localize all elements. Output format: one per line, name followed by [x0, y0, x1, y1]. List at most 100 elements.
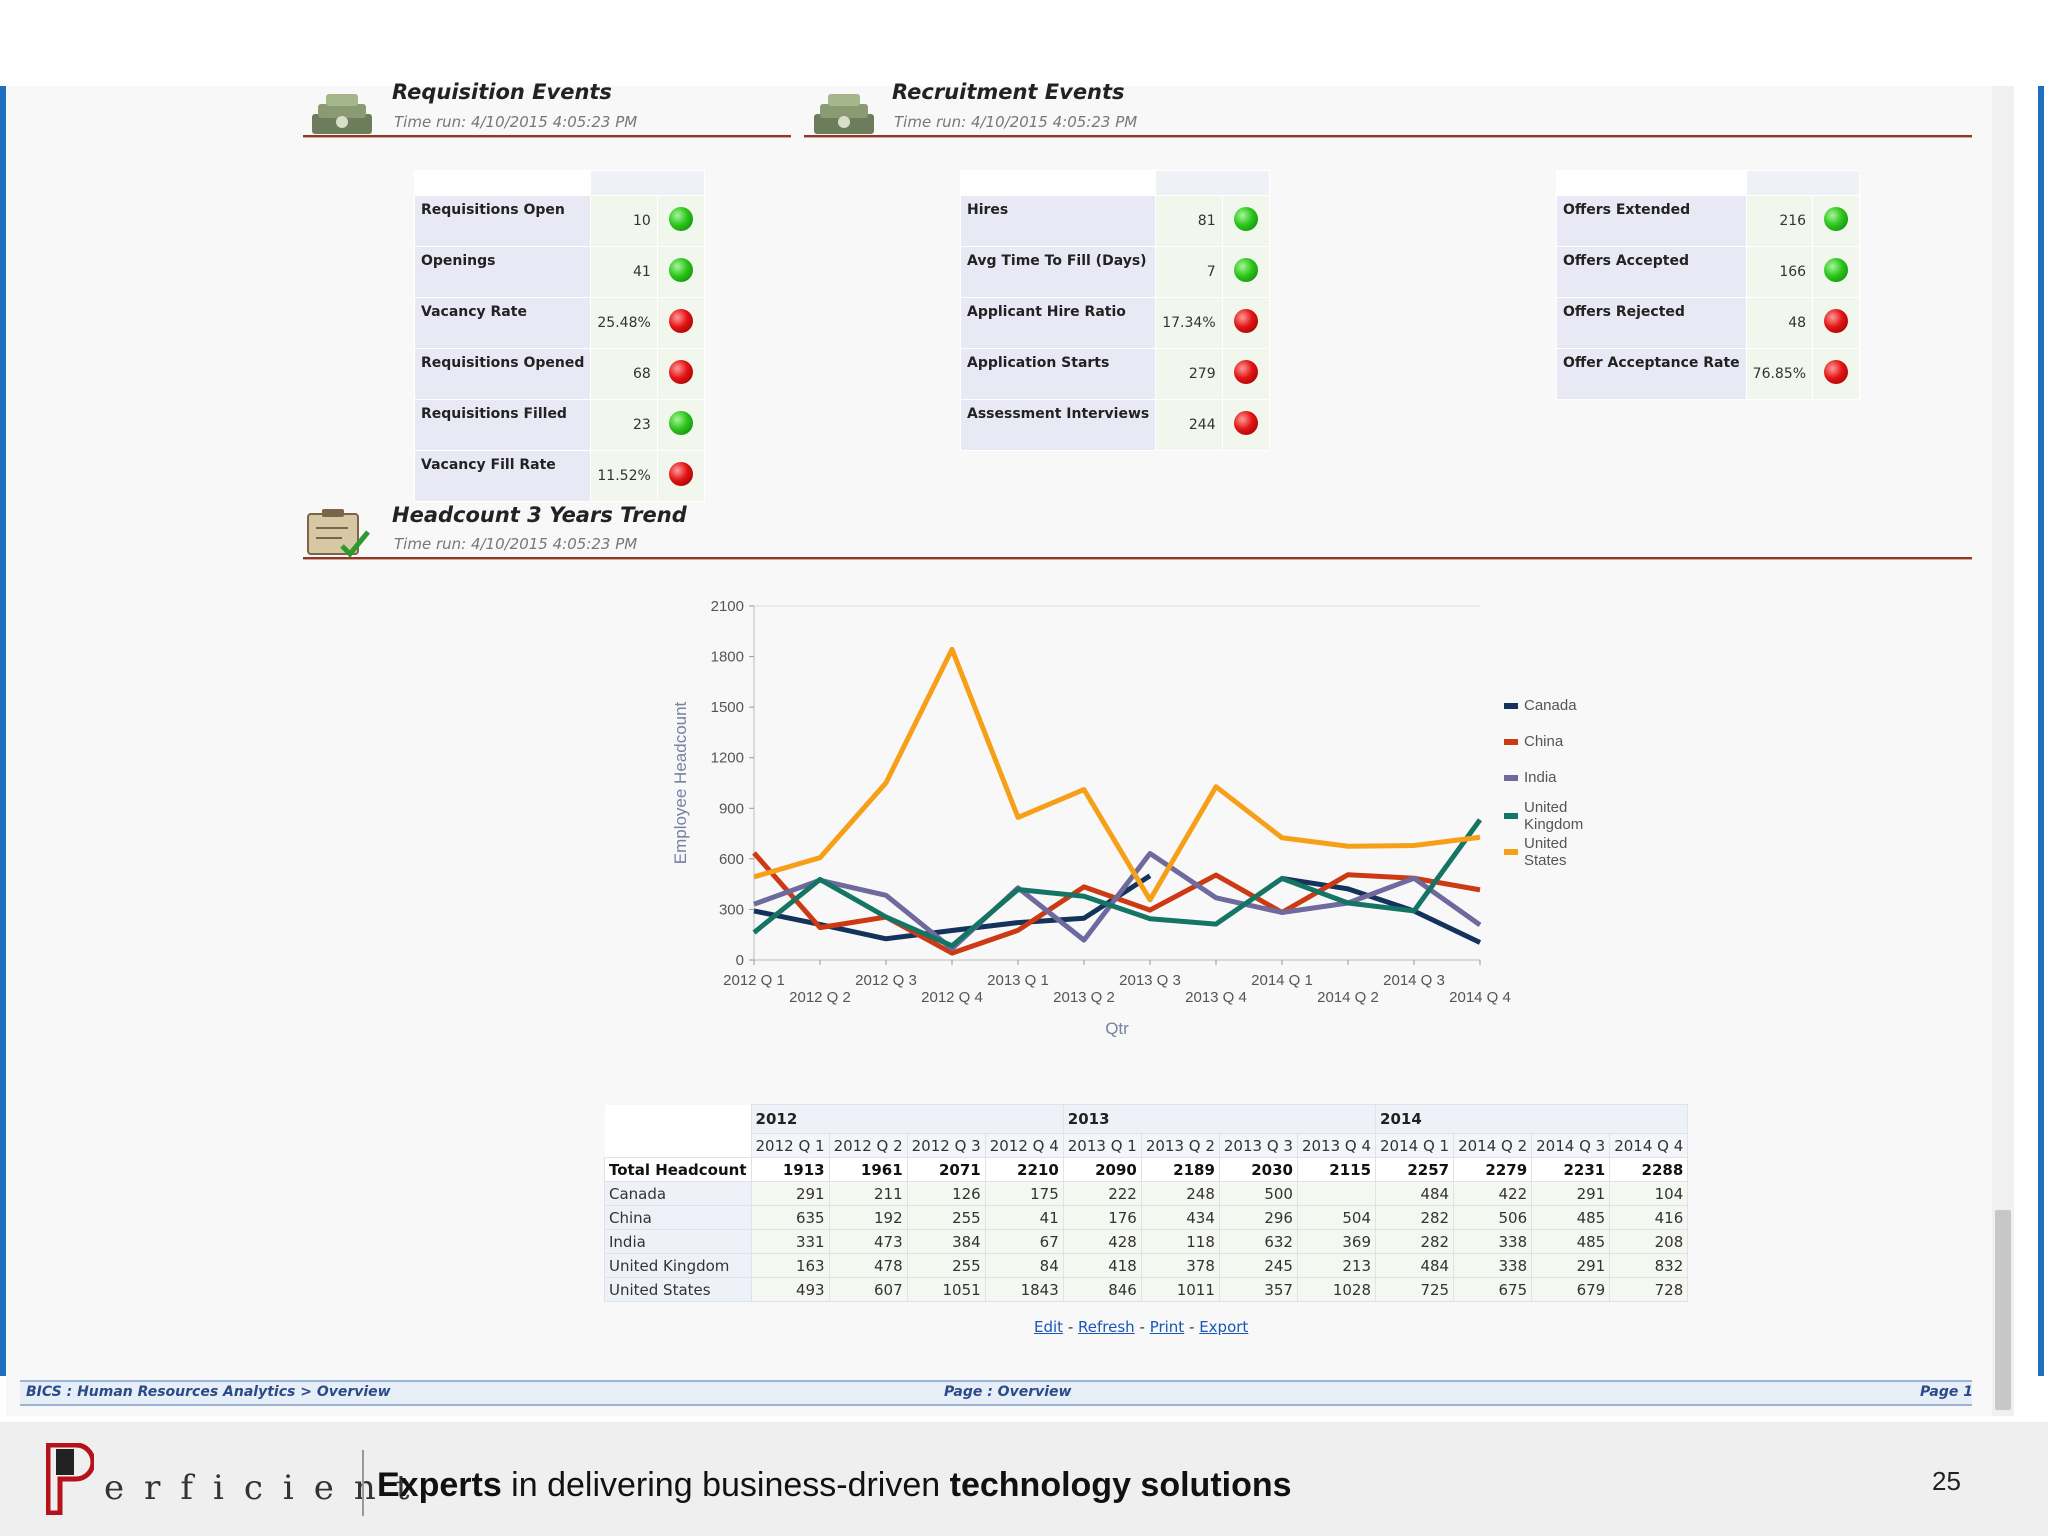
kpi-row: Requisitions Filled 23	[413, 399, 705, 451]
refresh-link[interactable]: Refresh	[1078, 1318, 1135, 1336]
footer-path: BICS : Human Resources Analytics > Overv…	[26, 1384, 391, 1400]
footer-page-number: Page 1	[1920, 1384, 1973, 1400]
table-cell: 473	[828, 1229, 908, 1254]
kpi-row: Hires 81	[959, 195, 1270, 247]
y-tick-label: 300	[719, 901, 744, 918]
quarter-header: 2014 Q 3	[1531, 1133, 1611, 1158]
table-cell: 2231	[1531, 1157, 1611, 1182]
recruitment-kpi-table: Hires 81 Avg Time To Fill (Days) 7 Applicant…	[959, 170, 1270, 451]
kpi-value: 41	[590, 246, 658, 298]
table-cell: 2115	[1296, 1157, 1377, 1182]
legend-label-line: Kingdom	[1524, 816, 1583, 833]
legend-label-line: United	[1524, 835, 1567, 852]
table-cell: 2189	[1140, 1157, 1220, 1182]
table-cell: 255	[906, 1205, 986, 1230]
x-tick-label: 2013 Q 3	[1119, 972, 1181, 989]
table-cell: 291	[1531, 1181, 1611, 1206]
legend-label: United States	[1524, 835, 1567, 869]
green-status-indicator-icon	[668, 207, 693, 231]
money-stack-icon	[312, 94, 372, 134]
headcount-time-run: Time run: 4/10/2015 4:05:23 PM	[394, 535, 638, 553]
quarter-header: 2013 Q 1	[1062, 1133, 1142, 1158]
x-tick-label: 2012 Q 4	[921, 989, 983, 1006]
table-cell: 192	[828, 1205, 908, 1230]
tagline-solutions: technology solutions	[949, 1466, 1292, 1504]
kpi-row: Applicant Hire Ratio 17.34%	[959, 297, 1270, 349]
print-link[interactable]: Print	[1149, 1318, 1185, 1336]
offers-kpi-table: Offers Extended 216 Offers Accepted 166 Offe…	[1556, 170, 1861, 400]
green-status-indicator-icon	[668, 411, 693, 435]
table-cell: 632	[1218, 1229, 1298, 1254]
kpi-row: Requisitions Opened 68	[413, 348, 705, 400]
table-cell: 725	[1375, 1277, 1455, 1302]
y-tick-label: 1500	[711, 699, 744, 716]
green-status-indicator-icon	[1233, 258, 1258, 282]
quarter-header: 2012 Q 1	[750, 1133, 830, 1158]
table-cell: 369	[1296, 1229, 1377, 1254]
quarter-header: 2012 Q 2	[828, 1133, 908, 1158]
x-tick-label: 2014 Q 4	[1449, 989, 1511, 1006]
edit-link[interactable]: Edit	[1034, 1318, 1064, 1336]
x-tick-label: 2014 Q 3	[1383, 972, 1445, 989]
y-tick-label: 1200	[711, 750, 744, 767]
table-cell: 832	[1609, 1253, 1689, 1278]
link-separator: -	[1139, 1318, 1145, 1336]
legend-label: China	[1524, 733, 1564, 750]
x-tick-label: 2013 Q 4	[1185, 989, 1247, 1006]
table-cell: 416	[1609, 1205, 1689, 1230]
brand-divider	[362, 1450, 364, 1516]
table-cell: 422	[1453, 1181, 1533, 1206]
scrollbar-thumb[interactable]	[1995, 1210, 2011, 1410]
link-separator: -	[1188, 1318, 1195, 1336]
kpi-value: 76.85%	[1745, 348, 1814, 400]
table-cell: 255	[906, 1253, 986, 1278]
row-label: Total Headcount	[604, 1157, 752, 1182]
kpi-row: Vacancy Fill Rate 11.52%	[413, 450, 705, 502]
requisition-time-run: Time run: 4/10/2015 4:05:23 PM	[394, 113, 638, 131]
quarter-header: 2014 Q 4	[1609, 1133, 1689, 1158]
kpi-row: Openings 41	[413, 246, 705, 298]
kpi-label: Requisitions Opened	[413, 348, 592, 400]
table-cell: 1843	[984, 1277, 1064, 1302]
clipboard-check-icon	[307, 509, 370, 558]
legend-swatch	[1504, 775, 1518, 781]
table-cell: 338	[1453, 1253, 1533, 1278]
row-label: United States	[604, 1277, 752, 1302]
legend-label: India	[1524, 769, 1557, 786]
red-status-indicator-icon	[1824, 360, 1849, 384]
logo-wordmark: erficient	[104, 1468, 430, 1508]
table-cell: 500	[1218, 1181, 1298, 1206]
section-divider	[804, 135, 1972, 138]
legend-swatch	[1504, 739, 1518, 745]
red-status-indicator-icon	[1824, 309, 1849, 333]
kpi-row: Offers Extended 216	[1556, 195, 1861, 247]
table-cell: 485	[1531, 1229, 1611, 1254]
x-axis-title: Qtr	[1105, 1019, 1129, 1038]
table-cell: 291	[1531, 1253, 1611, 1278]
table-cell: 484	[1375, 1253, 1455, 1278]
red-status-indicator-icon	[1233, 360, 1258, 384]
export-link[interactable]: Export	[1199, 1318, 1249, 1336]
row-label: India	[604, 1229, 752, 1254]
vertical-scrollbar[interactable]	[1992, 86, 2014, 1416]
kpi-row: Assessment Interviews 244	[959, 399, 1270, 451]
requisition-kpi-table: Requisitions Open 10 Openings 41 Vacancy Rat…	[413, 170, 705, 502]
kpi-label: Requisitions Open	[413, 195, 592, 247]
legend-swatch	[1504, 849, 1518, 855]
kpi-row: Avg Time To Fill (Days) 7	[959, 246, 1270, 298]
table-cell: 175	[984, 1181, 1064, 1206]
table-cell: 2279	[1453, 1157, 1533, 1182]
table-cell: 2090	[1062, 1157, 1142, 1182]
table-row: China 635 192 255 41 176 434 296 504 282 506 485 416	[604, 1205, 1689, 1230]
red-status-indicator-icon	[668, 462, 693, 486]
kpi-value: 166	[1745, 246, 1814, 298]
kpi-value: 81	[1155, 195, 1223, 247]
y-tick-label: 600	[719, 851, 744, 868]
kpi-value: 11.52%	[590, 450, 658, 502]
table-cell: 176	[1062, 1205, 1142, 1230]
table-cell: 2210	[984, 1157, 1064, 1182]
table-cell: 478	[828, 1253, 908, 1278]
kpi-row: Offers Accepted 166	[1556, 246, 1861, 298]
recruitment-time-run: Time run: 4/10/2015 4:05:23 PM	[894, 113, 1138, 131]
table-cell: 2257	[1375, 1157, 1455, 1182]
